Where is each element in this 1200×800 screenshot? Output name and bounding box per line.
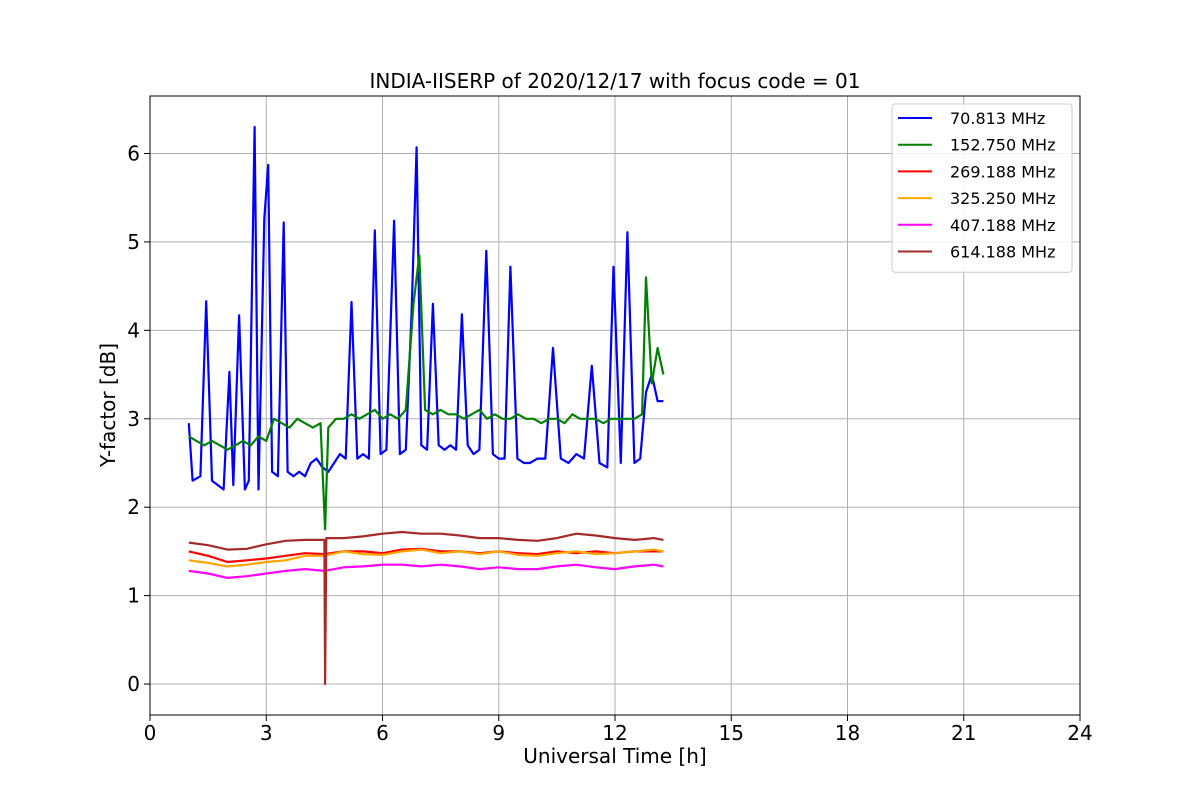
series-line-0 (187, 125, 664, 491)
legend-label: 407.188 MHz (950, 216, 1055, 235)
x-tick-label: 21 (951, 721, 976, 745)
chart-title: INDIA-IISERP of 2020/12/17 with focus co… (370, 69, 861, 93)
y-tick-label: 2 (127, 495, 140, 519)
series-line-3 (188, 548, 664, 568)
legend-label: 325.250 MHz (950, 189, 1055, 208)
legend: 70.813 MHz 152.750 MHz 269.188 MHz 325.250 … (891, 103, 1073, 273)
series-layer (187, 125, 665, 686)
y-tick-label: 1 (127, 584, 140, 608)
y-ticks: 0 1 2 3 4 5 6 (127, 141, 150, 696)
legend-label: 614.188 MHz (950, 243, 1055, 262)
y-tick-label: 3 (127, 407, 140, 431)
y-tick-label: 4 (127, 318, 140, 342)
x-axis-label: Universal Time [h] (523, 744, 706, 768)
series-line-4 (188, 563, 664, 580)
legend-label: 70.813 MHz (950, 109, 1045, 128)
x-tick-label: 18 (835, 721, 860, 745)
x-tick-label: 3 (260, 721, 273, 745)
x-tick-label: 12 (602, 721, 627, 745)
x-tick-label: 9 (492, 721, 505, 745)
legend-label: 152.750 MHz (950, 136, 1055, 155)
y-tick-label: 6 (127, 141, 140, 165)
x-tick-label: 0 (144, 721, 157, 745)
y-tick-label: 0 (127, 672, 140, 696)
x-tick-label: 24 (1067, 721, 1092, 745)
x-tick-label: 15 (719, 721, 744, 745)
x-ticks: 0 3 6 9 12 15 18 21 24 (144, 715, 1093, 745)
x-tick-label: 6 (376, 721, 389, 745)
series-line-2 (188, 547, 664, 564)
legend-box (891, 103, 1073, 273)
series-line-1 (188, 254, 665, 531)
legend-label: 269.188 MHz (950, 162, 1055, 181)
y-tick-label: 5 (127, 230, 140, 254)
y-axis-label: Y-factor [dB] (96, 343, 120, 468)
series-line-5 (188, 530, 664, 686)
